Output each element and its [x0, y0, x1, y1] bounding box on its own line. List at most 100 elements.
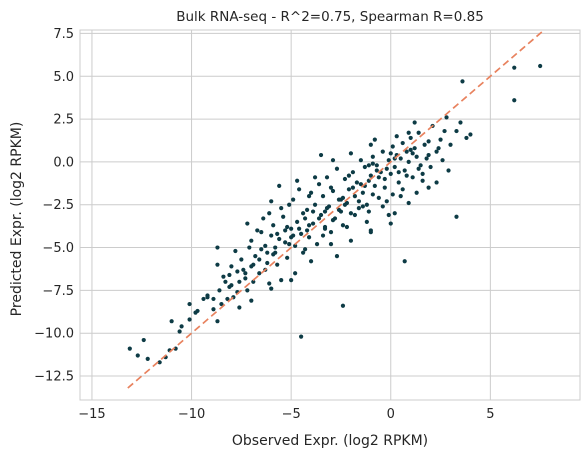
data-point: [340, 195, 346, 200]
data-point: [348, 151, 354, 156]
data-point: [372, 137, 377, 142]
data-point: [287, 202, 292, 207]
data-point: [293, 271, 298, 276]
data-point: [350, 170, 356, 175]
data-point: [342, 202, 348, 207]
data-point: [382, 176, 387, 182]
data-point: [418, 163, 423, 168]
data-point: [201, 296, 206, 302]
data-point: [386, 158, 391, 163]
data-point: [239, 257, 244, 262]
data-point: [179, 324, 184, 329]
data-point: [211, 296, 216, 302]
data-point: [390, 144, 395, 149]
y-axis-label: Predicted Expr. (log2 RPKM): [9, 122, 25, 317]
data-point: [219, 301, 224, 307]
data-point: [306, 223, 312, 228]
data-point: [388, 171, 393, 176]
data-point: [468, 132, 473, 137]
x-tick-label: −10: [178, 407, 205, 422]
data-point: [267, 211, 272, 216]
data-point: [342, 176, 348, 182]
data-point: [354, 180, 359, 185]
data-point: [428, 164, 433, 170]
data-point: [398, 194, 403, 199]
data-point: [237, 279, 242, 284]
data-point: [324, 175, 330, 180]
data-point: [358, 182, 363, 187]
data-point: [402, 259, 407, 264]
data-point: [410, 151, 415, 156]
data-point: [350, 185, 356, 190]
data-point: [271, 252, 276, 257]
data-point: [249, 298, 254, 303]
data-point: [265, 250, 270, 255]
y-tick-label: −7.5: [42, 284, 74, 299]
data-point: [328, 230, 334, 235]
y-tick-label: −10.0: [34, 327, 74, 342]
data-point: [440, 158, 445, 163]
data-point: [289, 235, 294, 240]
data-point: [316, 182, 322, 187]
data-point: [211, 307, 216, 312]
data-point: [404, 173, 409, 178]
data-point: [265, 260, 270, 266]
data-point: [394, 134, 399, 139]
data-point: [267, 281, 272, 286]
data-point: [320, 233, 326, 238]
data-point: [362, 164, 367, 170]
data-point: [346, 187, 352, 192]
data-point: [374, 163, 379, 168]
data-point: [358, 158, 363, 163]
data-point: [416, 130, 421, 135]
x-tick-label: −5: [282, 407, 301, 422]
data-point: [380, 204, 385, 209]
data-point: [316, 216, 322, 221]
data-point: [388, 151, 393, 156]
data-point: [261, 216, 266, 221]
data-point: [364, 219, 369, 224]
data-point: [293, 243, 298, 248]
data-point: [512, 65, 517, 70]
data-point: [312, 202, 318, 207]
data-point: [436, 146, 441, 151]
data-point: [420, 178, 425, 183]
data-point: [279, 277, 284, 283]
data-point: [334, 166, 340, 171]
data-point: [328, 185, 334, 190]
data-point: [368, 142, 373, 147]
data-point: [384, 166, 389, 171]
data-point: [376, 195, 381, 200]
data-point: [306, 194, 312, 199]
data-point: [370, 161, 375, 166]
data-point: [269, 199, 274, 204]
data-point: [251, 279, 256, 284]
y-tick-label: −12.5: [34, 370, 74, 385]
y-tick-label: −2.5: [42, 198, 74, 213]
data-point: [289, 277, 294, 283]
data-point: [289, 226, 294, 231]
data-point: [269, 286, 274, 291]
data-point: [241, 267, 246, 272]
data-point: [257, 257, 262, 262]
data-point: [438, 137, 443, 142]
data-point: [406, 159, 411, 164]
data-point: [281, 214, 286, 219]
data-point: [384, 199, 389, 204]
data-point: [348, 211, 354, 216]
data-point: [283, 240, 288, 245]
data-point: [340, 223, 346, 228]
data-point: [225, 296, 230, 302]
chart-title: Bulk RNA-seq - R^2=0.75, Spearman R=0.85: [176, 9, 484, 25]
data-point: [392, 211, 397, 216]
data-point: [426, 152, 431, 158]
data-point: [235, 269, 240, 274]
data-point: [269, 233, 274, 238]
data-point: [302, 216, 308, 221]
data-point: [318, 152, 324, 158]
data-point: [279, 206, 284, 211]
data-point: [223, 279, 228, 284]
data-point: [404, 149, 409, 154]
data-point: [187, 301, 192, 307]
data-point: [310, 209, 316, 214]
